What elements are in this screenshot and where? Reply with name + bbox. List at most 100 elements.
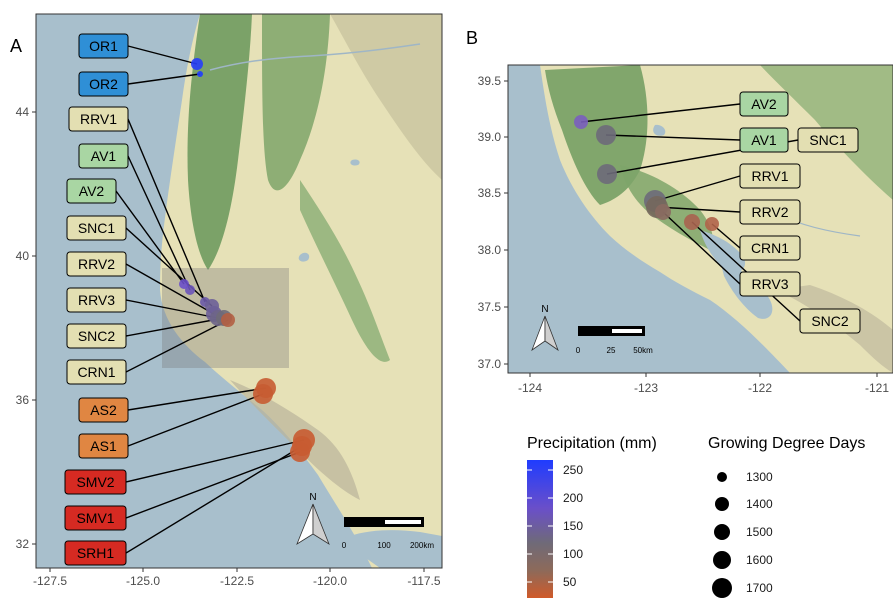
x-tick-label: -120.0 <box>313 574 347 588</box>
site-label: RRV2 <box>78 256 115 272</box>
colorbar-tick-label: 200 <box>563 491 583 505</box>
site-label: SNC2 <box>811 313 849 329</box>
y-tick-label: 39.0 <box>478 130 502 144</box>
site-label: CRN1 <box>77 364 115 380</box>
site-point <box>597 164 617 184</box>
site-label: OR2 <box>89 76 118 92</box>
map-b-frame <box>507 64 893 374</box>
site-label: RRV1 <box>751 168 788 184</box>
x-tick-label: -122.5 <box>220 574 254 588</box>
gdd-key-label: 1500 <box>746 525 773 539</box>
legend-precipitation: Precipitation (mm) 250 200 150 100 50 <box>527 435 657 598</box>
map-a-x-axis: -127.5 -125.0 -122.5 -120.0 -117.5 <box>33 568 441 588</box>
panel-b-letter: B <box>466 28 478 48</box>
site-label: SRH1 <box>77 545 115 561</box>
site-label-box <box>797 127 859 153</box>
gdd-key-label: 1600 <box>746 553 773 567</box>
y-tick-label: 38.0 <box>478 243 502 257</box>
site-label-box <box>78 71 129 97</box>
site-label-box <box>66 215 127 241</box>
gdd-key-circle <box>712 578 732 598</box>
site-point <box>655 204 671 220</box>
x-tick-label: -117.5 <box>407 574 440 588</box>
map-a-y-axis: 44 40 36 32 <box>16 105 36 551</box>
site-point <box>197 71 203 77</box>
gdd-key-label: 1700 <box>746 581 773 595</box>
leader-line <box>127 155 191 291</box>
columbia-river <box>209 43 421 71</box>
site-label: RRV3 <box>78 292 115 308</box>
gdd-key-circle <box>714 524 730 540</box>
leader-line <box>127 387 267 411</box>
leader-line <box>605 134 741 141</box>
site-label: SNC1 <box>809 132 847 148</box>
site-label-box <box>66 287 127 313</box>
north-label: N <box>541 304 548 315</box>
san-pablo-bay <box>700 230 746 273</box>
leader-line <box>127 393 264 447</box>
site-label: CRN1 <box>751 240 789 256</box>
leader-line <box>656 206 741 213</box>
x-tick-label: -125.0 <box>126 574 160 588</box>
y-tick-label: 39.5 <box>478 74 502 88</box>
y-tick-label: 32 <box>16 537 30 551</box>
site-label-box <box>66 251 127 277</box>
gdd-key-label: 1300 <box>746 470 773 484</box>
site-label-box <box>66 359 127 385</box>
colorbar-tick-label: 150 <box>563 519 583 533</box>
leader-line <box>115 190 185 285</box>
panel-a: A -127.5 -125.0 -122.5 -120.0 -117.5 44 40 36 3… <box>10 13 443 588</box>
x-tick-label: -121 <box>865 381 889 395</box>
gdd-key-label: 1400 <box>746 497 773 511</box>
leader-line <box>127 45 198 65</box>
map-a-leader-lines <box>115 45 305 554</box>
precip-colorbar <box>527 460 553 598</box>
map-b-x-axis: -124 -123 -122 -121 <box>518 373 889 395</box>
legend-precip-title: Precipitation (mm) <box>527 435 657 452</box>
lake <box>350 159 360 166</box>
site-point <box>253 384 273 404</box>
site-label: AV2 <box>751 96 777 112</box>
y-tick-label: 44 <box>16 105 30 119</box>
site-point <box>684 214 700 230</box>
leader-line <box>654 175 741 202</box>
map-a-site-points <box>179 58 315 462</box>
leader-line <box>125 319 229 373</box>
x-tick-label: -124 <box>518 381 542 395</box>
scale-bar-b: 0 25 50km <box>576 326 653 355</box>
site-label-box <box>739 199 801 225</box>
scale-label: 50km <box>633 346 653 355</box>
legend-gdd: Growing Degree Days 1300 1400 1500 1600 1700 <box>708 435 865 598</box>
leader-line <box>125 299 219 319</box>
sierra-forest <box>300 180 390 362</box>
site-label: SNC1 <box>78 220 116 236</box>
colorbar-tick-label: 100 <box>563 547 583 561</box>
site-label-box <box>66 178 117 204</box>
site-label-box <box>739 127 789 153</box>
leader-line <box>580 103 741 123</box>
y-tick-label: 37.5 <box>478 300 502 314</box>
scale-bar-a: 0 100 200km <box>342 517 434 550</box>
site-label: SNC2 <box>78 328 116 344</box>
site-point <box>596 125 616 145</box>
site-point <box>705 217 719 231</box>
leader-line <box>127 73 201 85</box>
map-b-site-labels: AV2 AV1 SNC1 RRV1 RRV2 CRN1 RRV3 SNC2 <box>739 91 861 334</box>
site-label: AV1 <box>751 132 777 148</box>
legend-gdd-title: Growing Degree Days <box>708 435 865 452</box>
y-tick-label: 38.5 <box>478 186 502 200</box>
site-label-box <box>64 540 127 566</box>
gdd-key-circle <box>715 497 729 511</box>
scale-label: 200km <box>410 541 434 550</box>
map-a-site-labels: OR1 OR2 RRV1 AV1 AV2 SNC1 RRV2 RRV3 SNC2 CRN1 AS2 A… <box>64 33 129 566</box>
x-tick-label: -122 <box>748 381 772 395</box>
scale-label: 100 <box>377 541 391 550</box>
clear-lake <box>653 124 666 136</box>
site-point <box>179 279 189 289</box>
great-basin <box>330 14 442 180</box>
site-label: AS2 <box>90 402 117 418</box>
panel-b: B -124 -123 -122 -121 39.539.038.538.037.53… <box>466 28 893 395</box>
leader-line <box>125 227 213 307</box>
site-point <box>191 58 203 70</box>
